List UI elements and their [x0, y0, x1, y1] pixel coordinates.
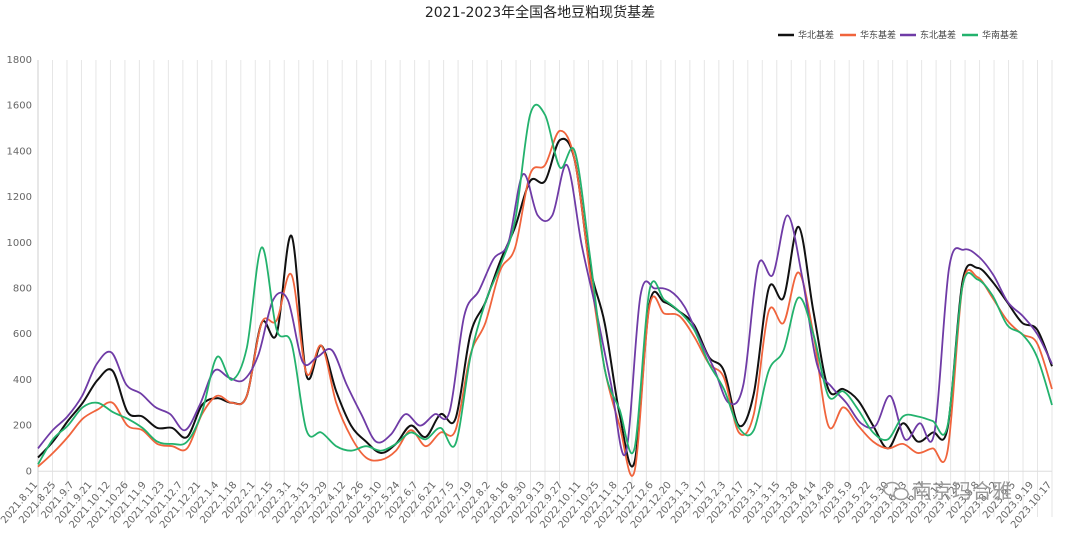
y-tick-label: 1600 — [7, 101, 32, 112]
grid — [37, 60, 1053, 517]
series-lines — [37, 103, 1053, 477]
legend-item[interactable]: 华南基差 — [962, 29, 1018, 41]
legend-item[interactable]: 华东基差 — [840, 29, 896, 41]
y-axis: 0 200 400 600 800 1000 1200 1400 1600 1800 — [7, 55, 39, 517]
legend-label: 华南基差 — [982, 29, 1018, 41]
y-tick-label: 1800 — [7, 55, 32, 66]
legend-label: 东北基差 — [920, 29, 956, 41]
chart-title: 2021-2023年全国各地豆粕现货基差 — [425, 4, 655, 21]
y-tick-label: 1000 — [7, 238, 32, 249]
series-line — [37, 129, 1053, 477]
y-tick-label: 600 — [13, 329, 32, 340]
legend-item[interactable]: 东北基差 — [900, 29, 956, 41]
series-line — [37, 137, 1053, 468]
series-line — [37, 103, 1053, 465]
y-tick-label: 1200 — [7, 192, 32, 203]
y-tick-label: 800 — [13, 284, 32, 295]
y-tick-label: 200 — [13, 421, 32, 432]
legend-label: 华北基差 — [798, 29, 834, 41]
watermark: 南京玛合雅 — [883, 479, 1012, 503]
legend-label: 华东基差 — [860, 29, 896, 41]
y-tick-label: 0 — [26, 466, 32, 477]
watermark-text: 南京玛合雅 — [912, 479, 1012, 503]
series-line — [37, 164, 1053, 457]
legend[interactable]: 华北基差 华东基差 东北基差 华南基差 — [778, 29, 1018, 41]
x-axis: 2021.8.112021.8.252021.9.72021.9.212021.… — [0, 480, 1054, 531]
y-tick-label: 400 — [13, 375, 32, 386]
wechat-icon — [883, 481, 909, 501]
y-tick-label: 1400 — [7, 146, 32, 157]
legend-item[interactable]: 华北基差 — [778, 29, 834, 41]
